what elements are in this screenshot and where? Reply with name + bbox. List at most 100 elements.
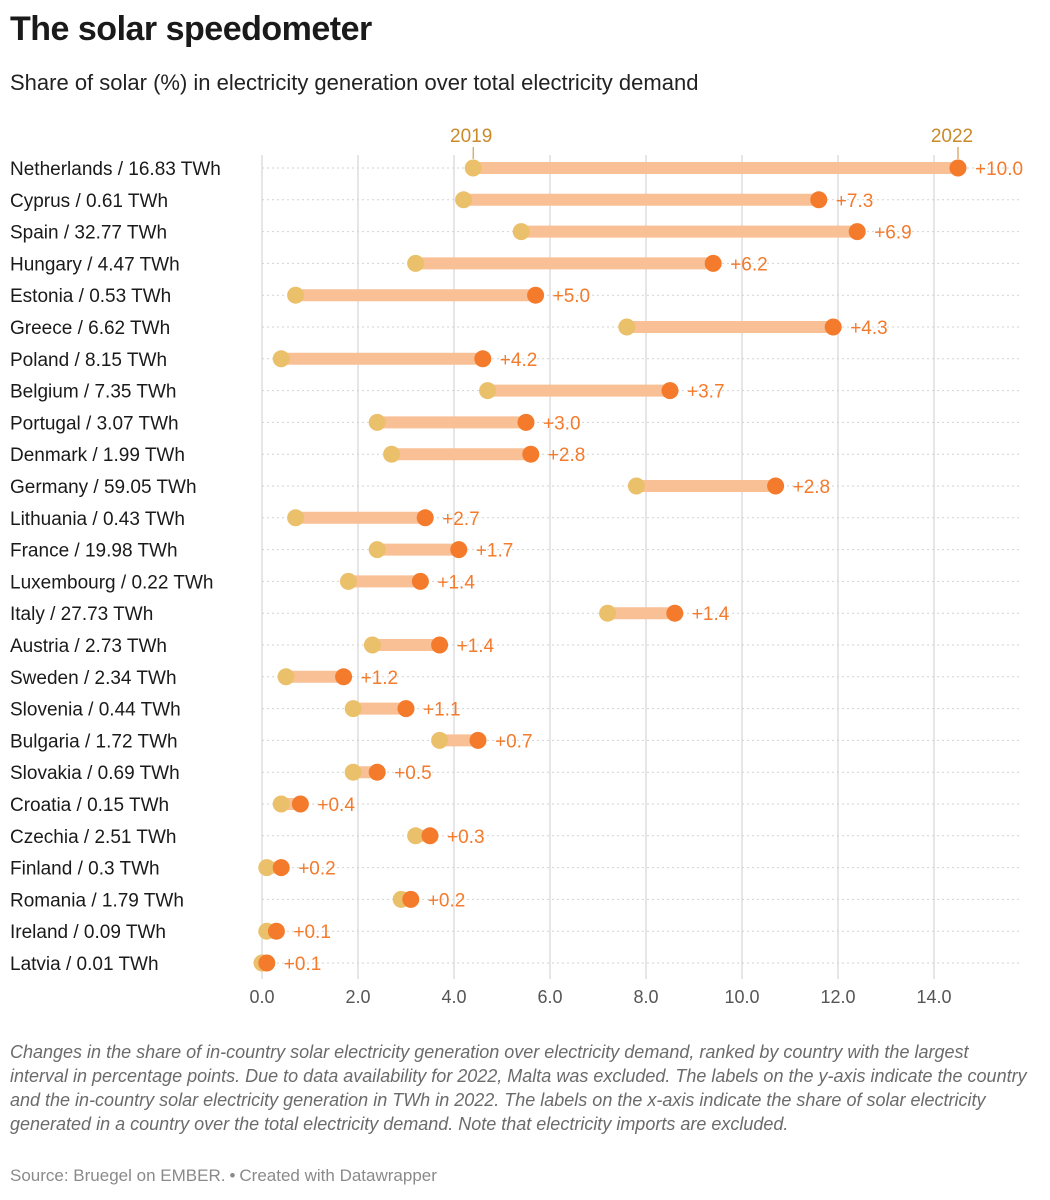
dot-2019 [272,795,290,813]
country-label: Austria / 2.73 TWh [10,636,167,657]
dot-2022 [291,795,309,813]
country-label: Lithuania / 0.43 TWh [10,509,185,530]
delta-label: +2.8 [793,477,831,498]
source-text: Source: Bruegel on EMBER. [10,1166,226,1185]
delta-label: +0.1 [284,954,322,975]
dot-2019 [339,572,357,590]
dot-2022 [810,191,828,209]
dot-2022 [450,541,468,559]
x-tick-label: 2.0 [345,987,370,1007]
delta-label: +6.9 [874,223,912,244]
country-label: Germany / 59.05 TWh [10,477,197,498]
country-label: Greece / 6.62 TWh [10,318,170,339]
country-label: France / 19.98 TWh [10,541,178,562]
delta-label: +1.2 [361,668,399,689]
country-label: Bulgaria / 1.72 TWh [10,731,178,752]
country-label: Slovenia / 0.44 TWh [10,700,181,721]
dot-2022 [272,859,290,877]
dot-2019 [455,191,473,209]
delta-label: +1.7 [476,541,514,562]
dot-2022 [848,223,866,241]
delta-label: +0.1 [293,922,331,943]
credit-link[interactable]: Created with Datawrapper [239,1166,437,1185]
x-tick-label: 8.0 [633,987,658,1007]
delta-label: +3.0 [543,413,581,434]
dot-2019 [258,859,276,877]
delta-label: +5.0 [553,286,591,307]
dot-2022 [258,954,276,972]
delta-label: +1.4 [692,604,730,625]
country-label: Sweden / 2.34 TWh [10,668,177,689]
dot-2019 [599,604,617,622]
dot-2022 [704,254,722,272]
dot-2022 [267,922,285,940]
separator: • [229,1166,236,1185]
country-label: Netherlands / 16.83 TWh [10,159,221,180]
source-line: Source: Bruegel on EMBER. • Created with D… [10,1166,437,1186]
dot-2022 [368,763,386,781]
dot-2022 [527,286,545,304]
delta-label: +1.1 [423,700,461,721]
dot-2022 [402,890,420,908]
x-tick-label: 4.0 [441,987,466,1007]
dot-2019 [479,382,497,400]
dot-2019 [431,731,449,749]
dot-2022 [661,382,679,400]
delta-label: +0.5 [394,763,432,784]
delta-label: +4.3 [850,318,888,339]
chart-subtitle: Share of solar (%) in electricity genera… [10,70,699,95]
dot-2022 [949,159,967,177]
chart-notes: Changes in the share of in-country solar… [10,1042,1027,1134]
delta-label: +7.3 [836,191,874,212]
delta-label: +3.7 [687,382,725,403]
dot-2019 [512,223,530,241]
x-tick-label: 6.0 [537,987,562,1007]
country-label: Romania / 1.79 TWh [10,890,184,911]
delta-label: +0.4 [317,795,355,816]
x-tick-label: 14.0 [916,987,951,1007]
country-label: Cyprus / 0.61 TWh [10,191,168,212]
country-label: Estonia / 0.53 TWh [10,286,171,307]
delta-label: +1.4 [437,572,475,593]
dot-2019 [287,286,305,304]
delta-label: +2.7 [442,509,480,530]
country-label: Denmark / 1.99 TWh [10,445,185,466]
country-label: Finland / 0.3 TWh [10,859,160,880]
x-tick-label: 10.0 [724,987,759,1007]
country-label: Luxembourg / 0.22 TWh [10,572,213,593]
dot-2019 [407,827,425,845]
country-label: Belgium / 7.35 TWh [10,382,177,403]
country-label: Latvia / 0.01 TWh [10,954,159,975]
delta-label: +0.3 [447,827,485,848]
dot-2019 [368,413,386,431]
series-label-2019: 2019 [450,126,492,147]
dot-2022 [666,604,684,622]
x-tick-label: 0.0 [249,987,274,1007]
country-label: Poland / 8.15 TWh [10,350,167,371]
delta-label: +0.2 [298,859,336,880]
dot-2022 [397,700,415,718]
delta-label: +0.2 [428,890,466,911]
chart-title: The solar speedometer [10,10,372,48]
country-label: Italy / 27.73 TWh [10,604,153,625]
delta-label: +4.2 [500,350,538,371]
dot-2019 [277,668,295,686]
dot-2019 [363,636,381,654]
delta-label: +1.4 [457,636,495,657]
delta-label: +10.0 [975,159,1023,180]
dot-2019 [464,159,482,177]
dot-2022 [474,350,492,368]
dot-2022 [824,318,842,336]
dot-2019 [407,254,425,272]
range-dot-chart: 0.0 2.0 4.0 6.0 8.0 10.0 12.0 14.0 Netherlands /… [10,126,1023,1007]
country-label: Spain / 32.77 TWh [10,223,167,244]
dot-2022 [416,509,434,527]
dot-2022 [335,668,353,686]
country-label: Slovakia / 0.69 TWh [10,763,180,784]
country-label: Portugal / 3.07 TWh [10,413,179,434]
country-label: Hungary / 4.47 TWh [10,254,180,275]
dot-2019 [287,509,305,527]
dot-2022 [431,636,449,654]
dot-2022 [767,477,785,495]
dot-2022 [469,731,487,749]
